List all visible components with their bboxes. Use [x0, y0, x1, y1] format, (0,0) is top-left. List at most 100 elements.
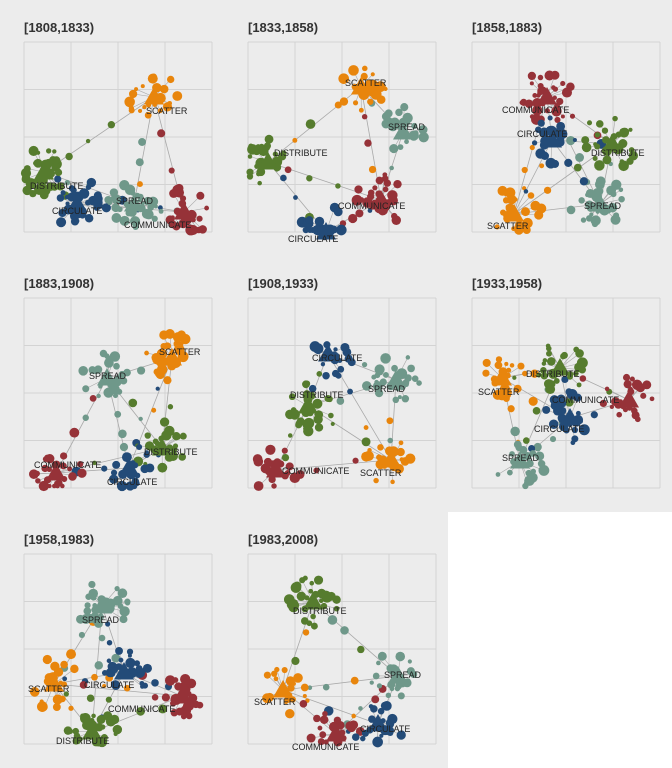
word-node: [256, 171, 261, 177]
hub-triangle-scatter: [273, 680, 293, 698]
word-node: [337, 365, 345, 373]
word-node: [198, 225, 207, 234]
hub-label-spread: SPREAD: [82, 615, 120, 625]
bridge-node: [586, 120, 593, 126]
bridge-node: [392, 396, 400, 404]
word-node: [628, 151, 639, 161]
word-node: [372, 736, 383, 748]
word-node: [119, 606, 130, 617]
bridge-node: [361, 381, 372, 391]
word-node: [93, 205, 100, 211]
word-node: [46, 148, 52, 154]
word-node: [113, 362, 120, 370]
nodes: [252, 341, 422, 491]
word-node: [185, 712, 193, 720]
word-node: [380, 701, 389, 710]
bridge-node: [158, 704, 168, 714]
network-panel-1833-1858: [1833,1858) SCATTER SPREAD DISTRIBUTE COMMU…: [224, 0, 448, 256]
word-node: [177, 330, 186, 340]
word-node: [482, 369, 490, 377]
bridge-node: [569, 113, 576, 119]
word-node: [299, 577, 306, 584]
word-node: [339, 226, 344, 232]
word-node: [116, 375, 121, 380]
word-node: [117, 588, 128, 599]
word-node: [495, 356, 503, 363]
word-node: [273, 676, 279, 682]
hub-triangle-scatter: [144, 87, 164, 105]
word-node: [532, 92, 538, 98]
bridge-node: [564, 158, 573, 167]
hub-triangle-communicate: [371, 190, 391, 208]
word-node: [85, 184, 92, 190]
word-node: [340, 342, 350, 353]
hub-triangle-circulate: [119, 458, 139, 476]
network-panel-1808-1833: [1808,1833) SCATTER DISTRIBUTE CIRCULATE SP…: [0, 0, 224, 256]
bridge-node: [350, 676, 359, 685]
bridge-node: [523, 437, 530, 444]
bridge-node: [163, 376, 172, 385]
word-node: [59, 462, 67, 470]
panel-title: [1833,1858): [248, 20, 319, 35]
bridge-node: [92, 460, 97, 466]
word-node: [360, 72, 368, 80]
hub-label-scatter: SCATTER: [159, 347, 201, 357]
word-node: [130, 216, 141, 227]
hub-label-communicate: COMMUNICATE: [282, 466, 349, 476]
bridge-node: [107, 121, 116, 129]
network-panel-1908-1933: [1908,1933) CIRCULATE SPREAD DISTRIBUTE SCA…: [224, 256, 448, 512]
word-node: [393, 179, 402, 189]
word-node: [328, 412, 334, 419]
bridge-node: [377, 707, 385, 715]
word-node: [391, 364, 398, 372]
panel-title: [1958,1983): [24, 532, 95, 547]
hub-label-distribute: DISTRIBUTE: [30, 181, 84, 191]
panel-title: [1983,2008): [248, 532, 319, 547]
word-node: [529, 81, 534, 86]
word-node: [157, 108, 163, 114]
edge: [43, 96, 155, 173]
word-node: [401, 394, 410, 403]
word-node: [82, 385, 90, 393]
word-node: [63, 726, 73, 735]
word-node: [397, 692, 405, 700]
word-node: [505, 204, 512, 211]
word-node: [375, 176, 384, 185]
word-node: [285, 462, 294, 471]
word-node: [257, 159, 262, 164]
word-node: [314, 216, 325, 227]
word-node: [361, 729, 369, 737]
word-node: [556, 97, 564, 106]
word-node: [44, 158, 54, 168]
word-node: [290, 407, 297, 413]
word-node: [91, 737, 101, 747]
word-node: [409, 670, 418, 679]
word-node: [560, 80, 566, 87]
bridge-node: [151, 679, 159, 687]
word-node: [317, 738, 325, 746]
hub-triangle-spread: [97, 368, 117, 386]
bridge-node: [151, 694, 159, 701]
word-node: [623, 380, 632, 389]
word-node: [32, 179, 38, 185]
word-node: [595, 187, 604, 196]
word-node: [314, 423, 324, 432]
bridge-node: [94, 661, 104, 670]
bridge-node: [513, 384, 522, 393]
word-node: [591, 220, 599, 228]
bridge-node: [60, 452, 68, 460]
word-node: [179, 195, 187, 202]
bridge-node: [351, 713, 356, 719]
word-node: [295, 420, 302, 426]
network-panel-1883-1908: [1883,1908) SCATTER SPREAD DISTRIBUTE CIRCU…: [0, 256, 224, 512]
word-node: [571, 426, 579, 434]
word-node: [595, 120, 604, 128]
bridge-node: [307, 685, 313, 691]
word-node: [119, 615, 128, 624]
hub-triangle-distribute: [34, 162, 54, 180]
word-node: [395, 683, 402, 690]
word-node: [530, 468, 537, 475]
word-node: [521, 223, 527, 229]
word-node: [147, 73, 158, 84]
word-node: [300, 683, 309, 692]
